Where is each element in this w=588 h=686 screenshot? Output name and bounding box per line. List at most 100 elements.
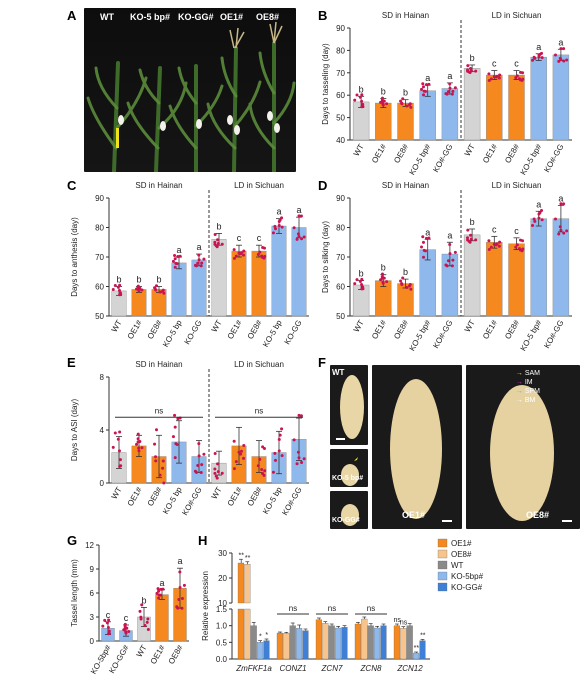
data-point (558, 225, 562, 229)
data-point (107, 632, 111, 636)
y-tick-label: 40 (336, 136, 345, 145)
data-point (277, 437, 281, 441)
sig-mark: ** (420, 632, 426, 639)
significance-letter: b (403, 88, 408, 98)
data-point (515, 243, 519, 247)
x-tick-label: KO-5 bp# (408, 142, 433, 177)
data-point (127, 630, 131, 634)
data-point (297, 214, 301, 218)
sig-label: ns (328, 604, 336, 613)
group-label-ld: LD in Sichuan (234, 360, 284, 369)
bar (263, 640, 270, 660)
x-tick-label: KO#-GG (431, 319, 454, 350)
data-point (446, 259, 450, 263)
data-point (540, 208, 544, 212)
data-point (353, 282, 357, 286)
data-point (379, 100, 383, 104)
y-tick-label: 9 (90, 565, 95, 574)
bar (211, 239, 227, 317)
data-point (360, 93, 364, 97)
y-tick-label: 0.0 (216, 655, 228, 664)
data-point (469, 233, 473, 237)
x-tick-label: OE8# (167, 643, 185, 666)
data-point (557, 59, 561, 63)
data-point (171, 259, 175, 263)
data-point (220, 471, 224, 475)
legend-label: OE8# (451, 550, 472, 559)
bar (335, 627, 342, 660)
data-point (497, 76, 501, 80)
significance-letter: c (492, 224, 497, 234)
x-tick-label: OE1# (481, 142, 499, 165)
bar (367, 625, 374, 660)
data-point (261, 445, 265, 449)
data-point (382, 276, 386, 280)
x-tick-label: OE8# (392, 318, 410, 341)
data-point (540, 218, 544, 222)
data-point (519, 238, 523, 242)
data-point (242, 444, 246, 448)
bar (250, 625, 257, 660)
x-tick-label: KO#-GG (431, 143, 454, 174)
data-point (216, 462, 220, 466)
legend-label: KO-5bp# (451, 572, 484, 581)
y-tick-label: 80 (336, 224, 345, 233)
y-axis-label: Days to tasseling (day) (321, 43, 330, 125)
data-point (295, 237, 299, 241)
bar (191, 259, 207, 317)
bar (283, 633, 290, 660)
f-label-oe1: OE1# (402, 510, 426, 520)
group-label-sd: SD in Hainan (382, 181, 429, 190)
legend-label: OE1# (451, 539, 472, 548)
legend-swatch (437, 560, 448, 570)
data-point (401, 97, 405, 101)
data-point (105, 621, 109, 625)
data-point (118, 283, 122, 287)
y-tick-label: 30 (218, 549, 227, 558)
significance-letter: a (196, 242, 201, 252)
x-tick-label: OE8# (146, 485, 164, 508)
data-point (200, 463, 204, 467)
photo-a-label-wt: WT (100, 12, 114, 22)
data-point (194, 470, 198, 474)
bar (276, 632, 283, 660)
data-point (196, 261, 200, 265)
data-point (124, 630, 128, 634)
data-point (292, 438, 296, 442)
data-point (474, 69, 478, 73)
data-point (199, 470, 203, 474)
data-point (540, 56, 544, 60)
meristem-kogg: KO-GG# (330, 491, 368, 529)
group-label-sd: SD in Hainan (135, 360, 182, 369)
sig-mark: ** (414, 645, 420, 652)
y-tick-label: 60 (336, 91, 345, 100)
data-point (445, 92, 449, 96)
data-point (215, 476, 219, 480)
data-point (154, 288, 158, 292)
data-point (421, 82, 425, 86)
bar (289, 625, 296, 660)
y-tick-label: 80 (336, 46, 345, 55)
panel-letter-h: H (198, 533, 208, 548)
data-point (532, 217, 536, 221)
data-point (261, 255, 265, 259)
data-point (280, 427, 284, 431)
group-label-ld: LD in Sichuan (492, 11, 542, 20)
data-point (468, 240, 472, 244)
data-point (399, 99, 403, 103)
y-tick-label: 8 (100, 373, 105, 382)
x-tick-label: WT (352, 318, 366, 333)
data-point (448, 242, 452, 246)
data-point (116, 437, 120, 441)
x-tick-label: KO#-GG (542, 319, 565, 350)
x-tick-label: KO#-GG (180, 486, 203, 517)
group-label-sd: SD in Hainan (135, 181, 182, 190)
data-point (409, 105, 413, 109)
data-point (360, 99, 364, 103)
bar (463, 234, 481, 317)
x-tick-label: OE1# (370, 318, 388, 341)
data-point (176, 254, 180, 258)
y-axis-label: Days to anthesis (day) (70, 217, 79, 297)
data-point (280, 225, 284, 229)
data-point (355, 93, 359, 97)
